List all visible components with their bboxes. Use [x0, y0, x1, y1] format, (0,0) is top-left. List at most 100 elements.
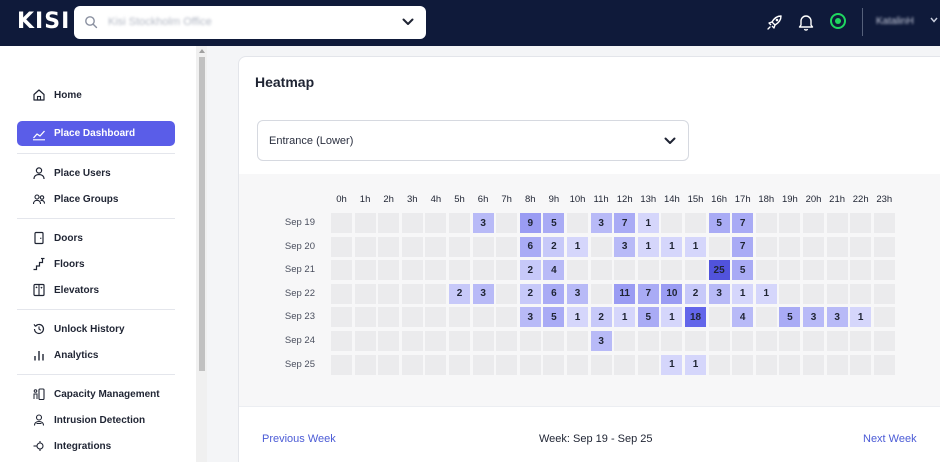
heatmap-cell[interactable] [331, 307, 352, 328]
sidebar-scroll-thumb[interactable] [199, 57, 205, 371]
heatmap-cell[interactable]: 5 [732, 260, 754, 281]
heatmap-cell[interactable] [873, 283, 895, 304]
heatmap-cell[interactable]: 3 [567, 283, 588, 304]
heatmap-cell[interactable]: 2 [685, 283, 706, 304]
heatmap-cell[interactable] [331, 283, 352, 304]
sidebar-item-capacity-management[interactable]: Capacity Management [17, 382, 175, 406]
heatmap-cell[interactable] [803, 283, 824, 304]
heatmap-cell[interactable]: 4 [543, 260, 565, 281]
heatmap-cell[interactable] [779, 213, 801, 233]
heatmap-cell[interactable] [425, 236, 447, 257]
heatmap-cell[interactable]: 11 [614, 283, 636, 304]
heatmap-cell[interactable]: 6 [543, 283, 565, 304]
sidebar-item-place-users[interactable]: Place Users [17, 161, 175, 185]
heatmap-cell[interactable] [850, 331, 872, 351]
heatmap-cell[interactable]: 25 [708, 260, 730, 281]
heatmap-cell[interactable] [496, 307, 518, 328]
heatmap-cell[interactable] [401, 307, 423, 328]
heatmap-cell[interactable] [567, 260, 588, 281]
heatmap-cell[interactable] [331, 260, 352, 281]
heatmap-cell[interactable] [755, 260, 777, 281]
heatmap-cell[interactable] [401, 283, 423, 304]
heatmap-cell[interactable] [614, 331, 636, 351]
heatmap-cell[interactable]: 1 [637, 236, 659, 257]
heatmap-cell[interactable]: 1 [661, 307, 683, 328]
heatmap-cell[interactable] [826, 236, 848, 257]
heatmap-cell[interactable]: 10 [661, 283, 683, 304]
heatmap-cell[interactable] [826, 354, 848, 375]
heatmap-cell[interactable] [826, 260, 848, 281]
heatmap-cell[interactable]: 5 [543, 213, 565, 233]
heatmap-cell[interactable] [449, 354, 470, 375]
heatmap-cell[interactable] [378, 307, 400, 328]
sidebar-item-unlock-history[interactable]: Unlock History [17, 317, 175, 341]
heatmap-cell[interactable] [567, 213, 588, 233]
heatmap-cell[interactable]: 1 [614, 307, 636, 328]
heatmap-cell[interactable]: 3 [472, 283, 494, 304]
heatmap-cell[interactable] [826, 283, 848, 304]
heatmap-cell[interactable] [614, 354, 636, 375]
sidebar-item-analytics[interactable]: Analytics [17, 343, 175, 367]
heatmap-cell[interactable]: 1 [661, 354, 683, 375]
heatmap-cell[interactable] [496, 283, 518, 304]
heatmap-cell[interactable] [354, 331, 376, 351]
heatmap-cell[interactable] [472, 331, 494, 351]
heatmap-cell[interactable] [378, 331, 400, 351]
heatmap-cell[interactable]: 4 [732, 307, 754, 328]
heatmap-cell[interactable] [590, 354, 612, 375]
heatmap-cell[interactable] [803, 260, 824, 281]
heatmap-cell[interactable] [354, 307, 376, 328]
heatmap-cell[interactable] [496, 354, 518, 375]
previous-week-link[interactable]: Previous Week [262, 433, 336, 445]
chevron-down-icon[interactable] [402, 17, 414, 27]
heatmap-cell[interactable] [401, 260, 423, 281]
sidebar-item-integrations[interactable]: Integrations [17, 434, 175, 458]
heatmap-cell[interactable] [850, 354, 872, 375]
heatmap-cell[interactable]: 5 [637, 307, 659, 328]
heatmap-cell[interactable] [543, 331, 565, 351]
heatmap-cell[interactable]: 3 [590, 213, 612, 233]
heatmap-cell[interactable]: 3 [472, 213, 494, 233]
heatmap-cell[interactable] [401, 331, 423, 351]
heatmap-cell[interactable] [449, 331, 470, 351]
heatmap-cell[interactable] [708, 354, 730, 375]
heatmap-cell[interactable] [425, 307, 447, 328]
heatmap-cell[interactable] [354, 236, 376, 257]
heatmap-cell[interactable] [449, 307, 470, 328]
scroll-up-arrow-icon[interactable] [199, 49, 205, 53]
heatmap-cell[interactable]: 2 [543, 236, 565, 257]
heatmap-cell[interactable]: 5 [779, 307, 801, 328]
heatmap-cell[interactable]: 1 [685, 236, 706, 257]
heatmap-cell[interactable]: 9 [519, 213, 541, 233]
heatmap-cell[interactable] [472, 307, 494, 328]
chevron-down-icon[interactable] [930, 17, 938, 23]
heatmap-cell[interactable] [685, 260, 706, 281]
heatmap-cell[interactable]: 5 [543, 307, 565, 328]
heatmap-cell[interactable] [496, 213, 518, 233]
heatmap-cell[interactable] [614, 260, 636, 281]
heatmap-cell[interactable]: 7 [732, 236, 754, 257]
heatmap-cell[interactable] [873, 354, 895, 375]
heatmap-cell[interactable] [425, 283, 447, 304]
heatmap-cell[interactable] [378, 236, 400, 257]
next-week-link[interactable]: Next Week [863, 433, 917, 445]
heatmap-cell[interactable] [401, 236, 423, 257]
heatmap-cell[interactable] [637, 260, 659, 281]
heatmap-cell[interactable] [401, 213, 423, 233]
heatmap-cell[interactable] [496, 331, 518, 351]
heatmap-cell[interactable]: 18 [685, 307, 706, 328]
heatmap-cell[interactable] [755, 331, 777, 351]
door-select[interactable]: Entrance (Lower) [257, 120, 689, 161]
heatmap-cell[interactable]: 1 [685, 354, 706, 375]
heatmap-cell[interactable] [826, 331, 848, 351]
heatmap-cell[interactable] [873, 213, 895, 233]
heatmap-cell[interactable] [873, 260, 895, 281]
heatmap-cell[interactable] [378, 213, 400, 233]
heatmap-cell[interactable]: 7 [637, 283, 659, 304]
heatmap-cell[interactable] [755, 213, 777, 233]
heatmap-cell[interactable] [803, 331, 824, 351]
heatmap-cell[interactable] [779, 236, 801, 257]
kisi-logo[interactable]: KISI [17, 9, 71, 34]
heatmap-cell[interactable]: 2 [449, 283, 470, 304]
heatmap-cell[interactable] [637, 331, 659, 351]
